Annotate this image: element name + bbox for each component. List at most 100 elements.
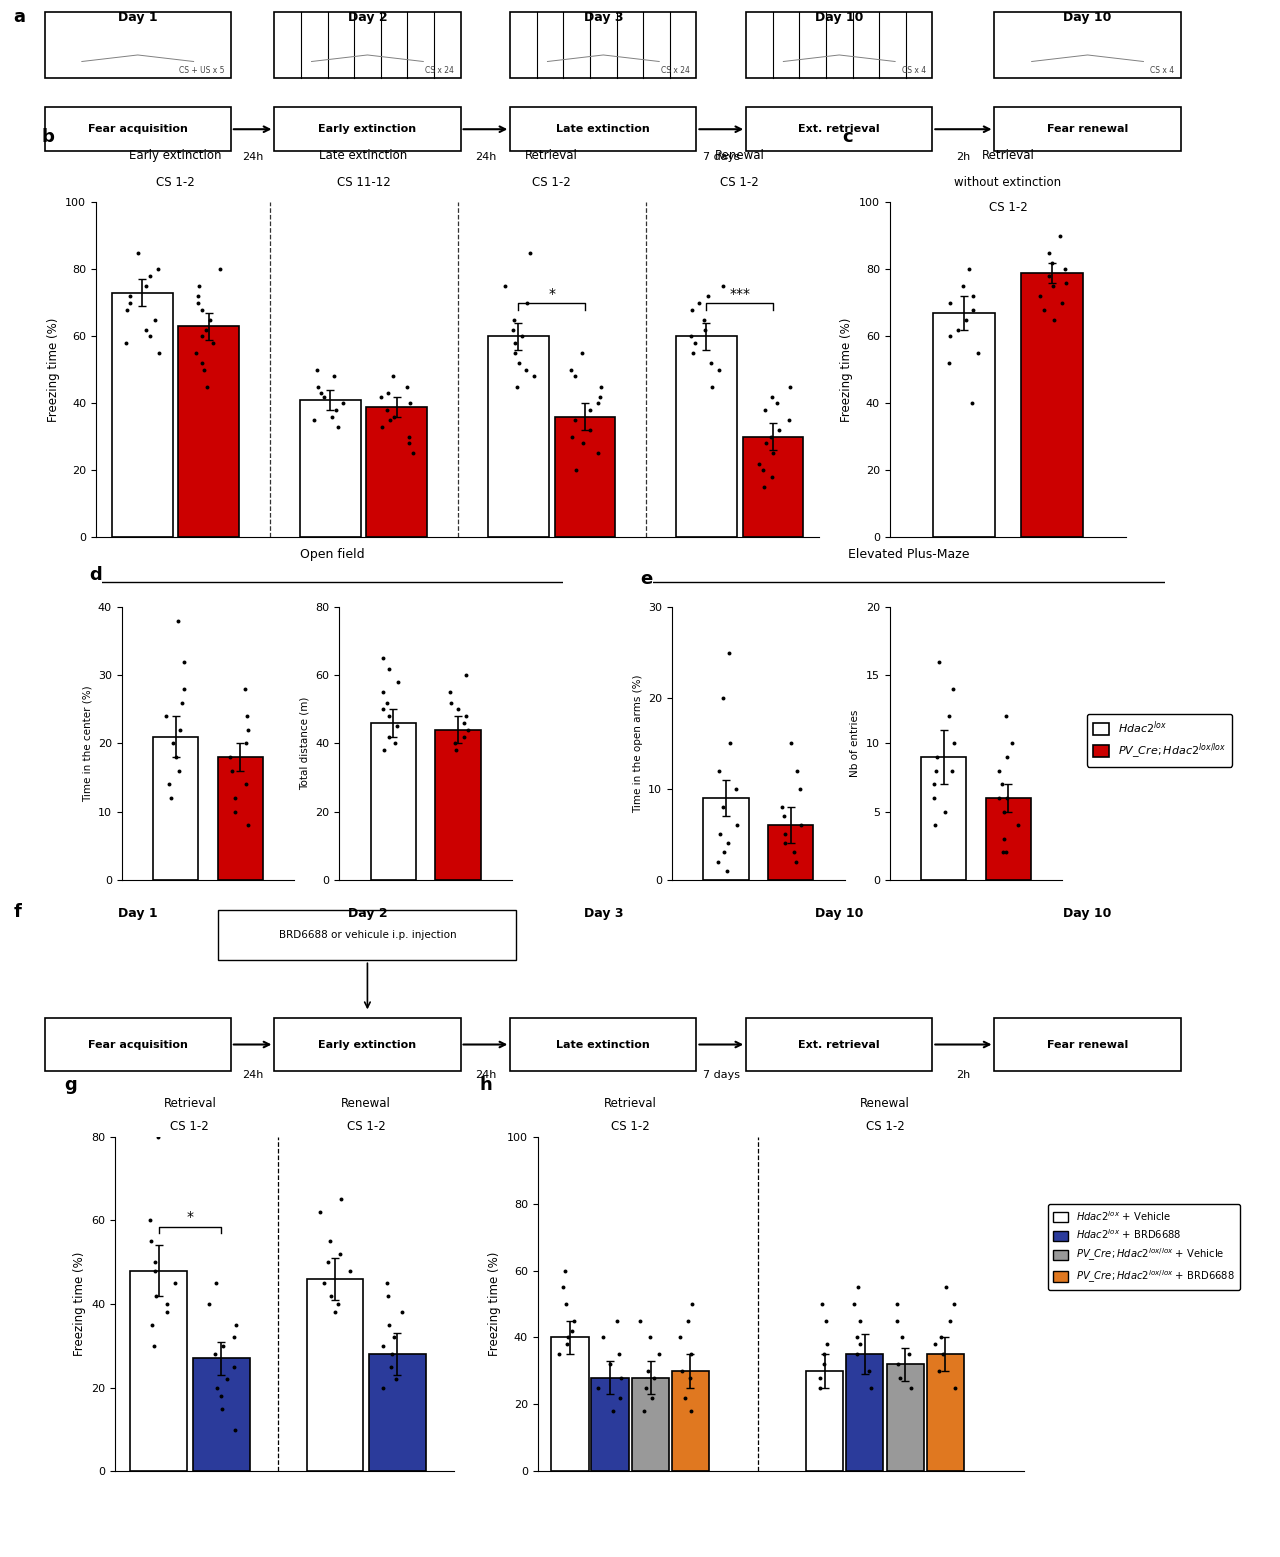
Point <box>607 1308 627 1333</box>
Point <box>993 841 1014 866</box>
Text: 7 days: 7 days <box>703 153 740 162</box>
Point <box>148 1124 169 1149</box>
Bar <box>552 1337 589 1471</box>
Point <box>573 431 594 456</box>
Point <box>147 257 168 282</box>
Text: Day 10: Day 10 <box>1064 11 1112 23</box>
Point <box>680 1365 700 1390</box>
Point <box>504 341 525 366</box>
Point <box>200 307 220 332</box>
Point <box>507 374 527 399</box>
Point <box>192 297 212 322</box>
Point <box>1034 297 1055 322</box>
Point <box>812 1292 832 1317</box>
Point <box>940 704 960 729</box>
Text: e: e <box>640 570 653 589</box>
Point <box>940 1308 960 1333</box>
Bar <box>806 1370 844 1471</box>
Point <box>572 341 593 366</box>
Point <box>379 704 399 729</box>
Point <box>140 1208 160 1233</box>
Point <box>719 640 740 665</box>
Point <box>141 1228 161 1253</box>
Point <box>524 364 544 389</box>
Point <box>780 408 800 433</box>
Point <box>590 374 611 399</box>
Point <box>200 1292 220 1317</box>
Point <box>494 274 515 299</box>
FancyBboxPatch shape <box>746 12 932 78</box>
Bar <box>672 1370 709 1471</box>
Point <box>717 858 737 883</box>
Y-axis label: Time in the open arms (%): Time in the open arms (%) <box>632 674 643 813</box>
Point <box>372 1375 393 1400</box>
Bar <box>887 1364 924 1471</box>
Bar <box>370 722 416 880</box>
Text: a: a <box>14 8 26 26</box>
Point <box>1055 257 1075 282</box>
Point <box>456 704 476 729</box>
Text: Fear acquisition: Fear acquisition <box>88 1040 188 1049</box>
Text: *: * <box>187 1210 193 1224</box>
Point <box>372 1333 393 1358</box>
Point <box>383 364 403 389</box>
Bar <box>152 736 198 880</box>
Point <box>557 1331 577 1356</box>
Point <box>140 263 160 288</box>
Point <box>236 732 256 757</box>
FancyBboxPatch shape <box>45 107 230 151</box>
Point <box>333 391 353 416</box>
FancyBboxPatch shape <box>995 1018 1180 1071</box>
Point <box>160 786 180 811</box>
FancyBboxPatch shape <box>274 107 461 151</box>
Point <box>689 291 709 316</box>
Y-axis label: Time in the center (%): Time in the center (%) <box>82 685 92 802</box>
Text: Late extinction: Late extinction <box>320 149 408 162</box>
Point <box>888 1351 909 1376</box>
Text: h: h <box>479 1076 492 1093</box>
Point <box>120 291 141 316</box>
Point <box>520 240 540 265</box>
Point <box>609 1386 630 1411</box>
Point <box>314 1271 334 1295</box>
Point <box>1038 240 1059 265</box>
Text: Day 3: Day 3 <box>584 906 623 920</box>
Point <box>786 849 806 873</box>
Point <box>932 1342 952 1367</box>
Text: Retrieval: Retrieval <box>982 149 1034 162</box>
Point <box>397 374 417 399</box>
Point <box>553 1275 573 1300</box>
Text: without extinction: without extinction <box>955 176 1061 188</box>
Point <box>988 758 1009 783</box>
Y-axis label: Nb of entries: Nb of entries <box>850 710 860 777</box>
Bar <box>554 417 616 537</box>
Point <box>887 1308 908 1333</box>
Text: Fear renewal: Fear renewal <box>1047 1040 1128 1049</box>
Point <box>381 1342 402 1367</box>
Text: Day 2: Day 2 <box>348 906 388 920</box>
Point <box>186 341 206 366</box>
Point <box>925 1331 946 1356</box>
Point <box>371 385 392 409</box>
Point <box>887 1292 908 1317</box>
Bar <box>986 799 1032 880</box>
Text: Fear acquisition: Fear acquisition <box>88 125 188 134</box>
Point <box>211 1384 232 1409</box>
Text: CS x 4: CS x 4 <box>1151 65 1175 75</box>
Text: f: f <box>14 903 22 922</box>
Point <box>212 1333 233 1358</box>
Point <box>709 758 730 783</box>
Point <box>640 1325 660 1350</box>
Point <box>225 799 246 824</box>
Point <box>682 341 703 366</box>
Text: CS x 4: CS x 4 <box>902 65 927 75</box>
Point <box>303 408 324 433</box>
Point <box>191 324 211 349</box>
Point <box>142 1313 163 1337</box>
Point <box>753 458 773 483</box>
Point <box>508 350 529 375</box>
Point <box>136 274 156 299</box>
Text: Ext. retrieval: Ext. retrieval <box>799 1040 881 1049</box>
Point <box>817 1308 837 1333</box>
Point <box>385 1367 406 1392</box>
